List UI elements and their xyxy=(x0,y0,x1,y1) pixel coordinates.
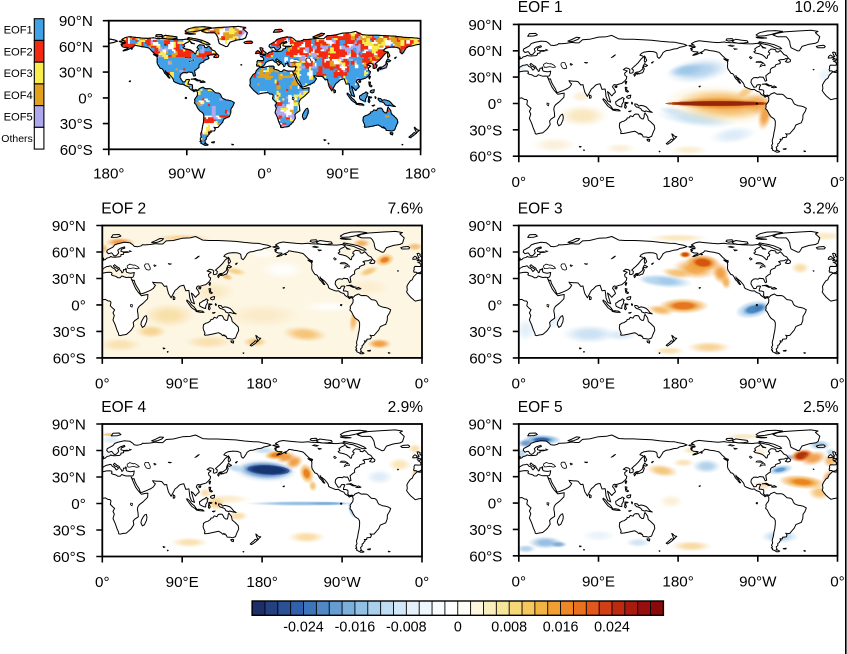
svg-text:EOF 3: EOF 3 xyxy=(518,200,563,217)
svg-text:0°: 0° xyxy=(488,297,503,314)
svg-text:30°S: 30°S xyxy=(469,122,502,139)
svg-text:0°: 0° xyxy=(830,376,845,393)
svg-text:60°N: 60°N xyxy=(468,245,502,262)
svg-text:-0.008: -0.008 xyxy=(386,620,427,636)
svg-text:0°: 0° xyxy=(415,574,430,591)
svg-text:60°S: 60°S xyxy=(60,142,93,159)
svg-text:0°: 0° xyxy=(415,376,430,393)
svg-text:0°: 0° xyxy=(512,174,527,191)
svg-text:180°: 180° xyxy=(405,166,436,183)
svg-text:90°W: 90°W xyxy=(323,376,361,393)
svg-text:90°W: 90°W xyxy=(323,574,361,591)
svg-text:30°N: 30°N xyxy=(59,65,93,82)
svg-text:180°: 180° xyxy=(662,376,693,393)
svg-text:90°N: 90°N xyxy=(52,417,86,434)
svg-text:-0.024: -0.024 xyxy=(283,620,324,636)
svg-text:0°: 0° xyxy=(257,166,272,183)
svg-text:90°E: 90°E xyxy=(582,174,615,191)
svg-text:EOF 2: EOF 2 xyxy=(101,200,146,217)
svg-text:60°S: 60°S xyxy=(469,548,502,565)
svg-text:EOF 4: EOF 4 xyxy=(101,399,146,416)
svg-text:90°W: 90°W xyxy=(168,166,206,183)
svg-text:90°E: 90°E xyxy=(166,574,199,591)
svg-text:60°S: 60°S xyxy=(469,350,502,367)
svg-text:90°N: 90°N xyxy=(468,17,502,34)
svg-text:0°: 0° xyxy=(830,174,845,191)
svg-text:30°N: 30°N xyxy=(52,271,86,288)
svg-text:0°: 0° xyxy=(95,376,110,393)
svg-text:2.5%: 2.5% xyxy=(803,399,839,416)
svg-text:0°: 0° xyxy=(830,573,845,590)
svg-text:0°: 0° xyxy=(512,573,527,590)
svg-text:180°: 180° xyxy=(246,574,277,591)
svg-text:90°N: 90°N xyxy=(59,13,93,30)
svg-text:90°E: 90°E xyxy=(326,166,359,183)
svg-text:3.2%: 3.2% xyxy=(803,200,839,217)
svg-text:0°: 0° xyxy=(512,376,527,393)
svg-text:Others: Others xyxy=(1,133,33,145)
svg-text:EOF 1: EOF 1 xyxy=(518,0,563,16)
svg-text:90°N: 90°N xyxy=(52,218,86,235)
svg-text:EOF4: EOF4 xyxy=(4,90,33,102)
svg-text:30°N: 30°N xyxy=(468,271,502,288)
svg-text:90°E: 90°E xyxy=(582,573,615,590)
svg-text:0°: 0° xyxy=(95,574,110,591)
svg-text:EOF 5: EOF 5 xyxy=(518,399,563,416)
svg-text:0°: 0° xyxy=(488,496,503,513)
svg-text:30°S: 30°S xyxy=(60,116,93,133)
svg-text:30°S: 30°S xyxy=(469,324,502,341)
svg-text:180°: 180° xyxy=(662,573,693,590)
svg-text:EOF3: EOF3 xyxy=(4,68,33,80)
svg-text:0.024: 0.024 xyxy=(594,620,630,636)
svg-text:90°W: 90°W xyxy=(739,376,777,393)
svg-text:0.016: 0.016 xyxy=(543,620,579,636)
svg-text:60°N: 60°N xyxy=(468,43,502,60)
svg-text:EOF1: EOF1 xyxy=(4,25,33,37)
svg-text:90°W: 90°W xyxy=(739,573,777,590)
svg-text:EOF5: EOF5 xyxy=(4,112,33,124)
svg-text:EOF2: EOF2 xyxy=(4,46,33,58)
svg-text:60°S: 60°S xyxy=(53,350,86,367)
svg-text:90°E: 90°E xyxy=(166,376,199,393)
svg-text:60°N: 60°N xyxy=(52,443,86,460)
svg-text:60°S: 60°S xyxy=(469,149,502,166)
svg-text:60°S: 60°S xyxy=(53,549,86,566)
svg-text:60°N: 60°N xyxy=(52,245,86,262)
svg-text:0: 0 xyxy=(454,620,462,636)
svg-text:10.2%: 10.2% xyxy=(795,0,839,16)
svg-text:60°N: 60°N xyxy=(468,443,502,460)
svg-text:0°: 0° xyxy=(71,297,86,314)
svg-text:30°S: 30°S xyxy=(53,523,86,540)
svg-text:180°: 180° xyxy=(662,174,693,191)
svg-text:180°: 180° xyxy=(93,166,124,183)
svg-text:90°N: 90°N xyxy=(468,218,502,235)
svg-text:60°N: 60°N xyxy=(59,39,93,56)
svg-text:0°: 0° xyxy=(488,96,503,113)
svg-text:180°: 180° xyxy=(246,376,277,393)
svg-text:30°N: 30°N xyxy=(52,470,86,487)
svg-text:90°W: 90°W xyxy=(739,174,777,191)
svg-text:90°N: 90°N xyxy=(468,417,502,434)
svg-text:90°E: 90°E xyxy=(582,376,615,393)
svg-text:7.6%: 7.6% xyxy=(388,200,424,217)
svg-text:30°S: 30°S xyxy=(53,324,86,341)
svg-text:30°N: 30°N xyxy=(468,70,502,87)
svg-text:0.008: 0.008 xyxy=(491,620,527,636)
svg-text:2.9%: 2.9% xyxy=(388,399,424,416)
svg-text:30°N: 30°N xyxy=(468,469,502,486)
svg-text:-0.016: -0.016 xyxy=(335,620,376,636)
svg-text:0°: 0° xyxy=(78,90,93,107)
svg-text:30°S: 30°S xyxy=(469,522,502,539)
svg-text:0°: 0° xyxy=(71,496,86,513)
